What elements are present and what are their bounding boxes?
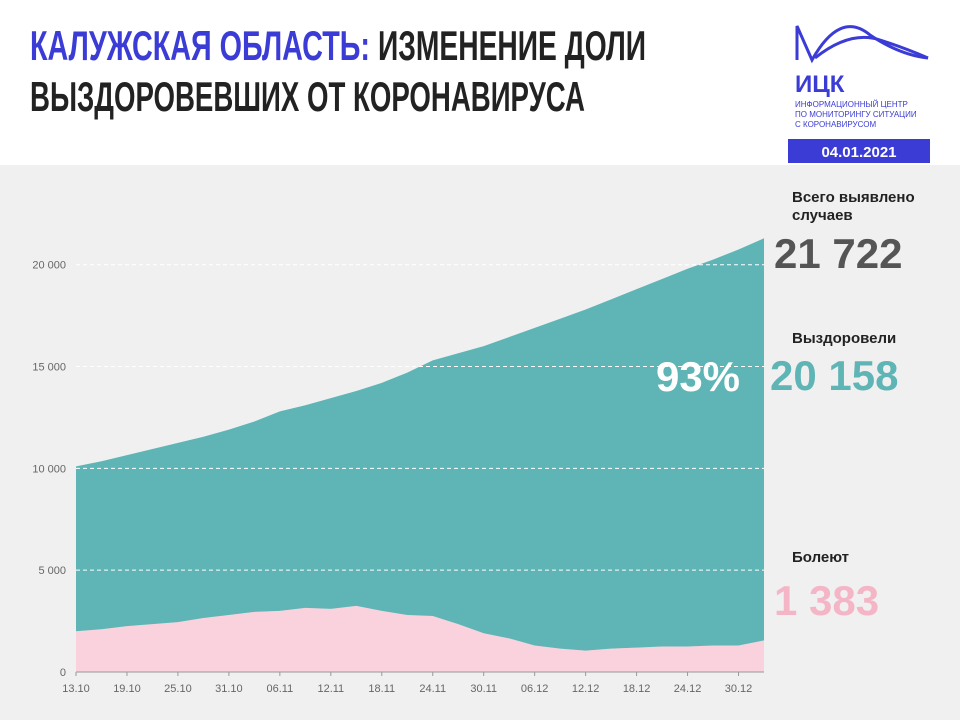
x-tick-label: 06.12 [521, 683, 549, 695]
x-tick-label: 30.11 [470, 683, 497, 695]
stat-label: случаев [792, 207, 853, 224]
logo-text: ИНФОРМАЦИОННЫЙ ЦЕНТР [795, 100, 908, 109]
logo-graphic [814, 35, 929, 60]
stat-value: 21 722 [774, 230, 902, 277]
y-tick-label: 15 000 [32, 362, 66, 374]
y-tick-label: 10 000 [32, 463, 66, 475]
x-tick-label: 25.10 [164, 683, 192, 695]
x-tick-label: 31.10 [215, 683, 243, 695]
x-tick-label: 24.12 [674, 683, 702, 695]
title: ИЗМЕНЕНИЕ ДОЛИ [378, 22, 646, 69]
plot: 0 5 000 10 000 15 000 20 000 13.10 19.10 25.10 3… [32, 238, 764, 695]
y-tick-label: 20 000 [32, 260, 66, 272]
stat-value: 20 158 [770, 352, 898, 399]
logo-graphic [795, 25, 929, 64]
header-bg [0, 0, 960, 165]
x-tick-label: 30.12 [725, 683, 753, 695]
stat-value: 1 383 [774, 577, 879, 624]
title-region: КАЛУЖСКАЯ ОБЛАСТЬ: [30, 22, 370, 69]
y-tick-label: 5 000 [38, 565, 66, 577]
x-tick-label: 12.11 [317, 683, 344, 695]
stat-label: Болеют [792, 549, 849, 566]
share-label: 93% [656, 353, 740, 400]
grid [76, 264, 764, 673]
logo-name: ИЦК [795, 71, 845, 98]
x-tick-label: 18.11 [368, 683, 395, 695]
x-tick-label: 06.11 [266, 683, 293, 695]
x-tick-label: 12.12 [572, 683, 600, 695]
area [76, 605, 764, 672]
area [76, 238, 764, 651]
logo-text: С КОРОНАВИРУСОМ [795, 120, 876, 129]
x-tick-label: 13.10 [62, 683, 90, 695]
title: ВЫЗДОРОВЕВШИХ ОТ КОРОНАВИРУСА [30, 73, 585, 120]
x-tick-label: 18.12 [623, 683, 651, 695]
stat-label: Всего выявлено [792, 189, 915, 206]
x-tick-label: 19.10 [113, 683, 141, 695]
logo [795, 25, 929, 64]
x-tick-label: 24.11 [419, 683, 446, 695]
date: 04.01.2021 [821, 144, 896, 161]
stat-label: Выздоровели [792, 330, 896, 347]
y-tick-label: 0 [60, 667, 66, 679]
date-box [788, 139, 930, 163]
logo-text: ПО МОНИТОРИНГУ СИТУАЦИИ [795, 110, 917, 119]
